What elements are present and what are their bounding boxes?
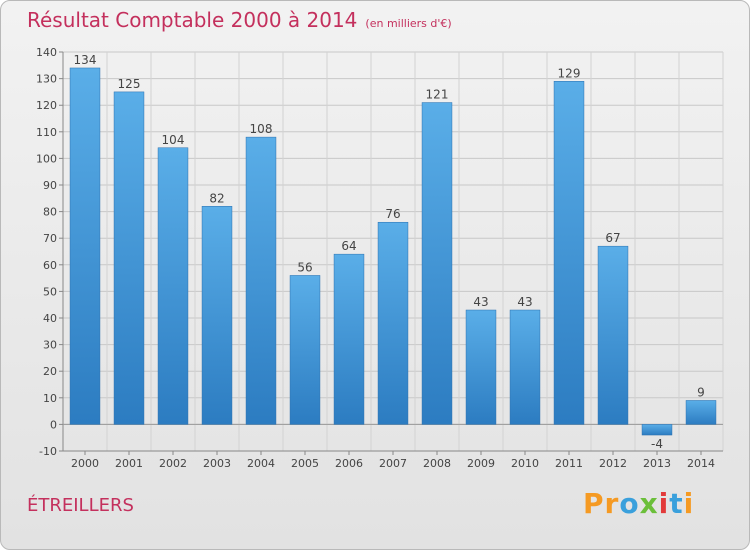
x-tick-label: 2011: [555, 457, 583, 470]
x-tick-label: 2002: [159, 457, 187, 470]
bar: [245, 136, 277, 425]
data-label: 76: [385, 207, 400, 221]
data-label: 134: [74, 53, 97, 67]
x-tick-label: 2008: [423, 457, 451, 470]
bar: [377, 221, 409, 425]
x-tick-label: 2005: [291, 457, 319, 470]
y-tick-label: 0: [50, 418, 57, 431]
y-tick-label: 10: [43, 392, 57, 405]
logo-letter: o: [619, 487, 640, 520]
y-tick-label: 50: [43, 285, 57, 298]
data-label: 108: [250, 122, 273, 136]
data-label: 64: [341, 239, 356, 253]
chart-title: Résultat Comptable 2000 à 2014 (en millie…: [27, 5, 452, 35]
x-tick-label: 2001: [115, 457, 143, 470]
y-tick-label: 60: [43, 259, 57, 272]
x-tick-label: 2013: [643, 457, 671, 470]
data-label: 56: [297, 260, 312, 274]
commune-name: ÉTREILLERS: [27, 495, 134, 516]
data-label: 43: [473, 295, 488, 309]
y-tick-label: 140: [36, 46, 57, 59]
chart-title-main: Résultat Comptable 2000 à 2014: [27, 8, 358, 32]
y-tick-label: 130: [36, 73, 57, 86]
x-tick-label: 2004: [247, 457, 275, 470]
logo-letter: i: [683, 487, 695, 520]
x-tick-label: 2012: [599, 457, 627, 470]
bars: [69, 67, 717, 436]
x-tick-label: 2006: [335, 457, 363, 470]
logo-letter: r: [604, 487, 620, 520]
y-tick-label: -10: [39, 445, 57, 458]
bar: [333, 253, 365, 425]
data-label: 43: [517, 295, 532, 309]
logo-letter: P: [583, 487, 605, 520]
data-label: -4: [651, 437, 663, 451]
y-tick-label: 20: [43, 365, 57, 378]
logo-letter: i: [658, 487, 670, 520]
x-tick-label: 2003: [203, 457, 231, 470]
data-label: 104: [162, 133, 185, 147]
bar: [465, 309, 497, 425]
data-label: 9: [697, 385, 705, 399]
y-tick-label: 90: [43, 179, 57, 192]
bar: [289, 275, 321, 425]
y-tick-label: 120: [36, 99, 57, 112]
bar: [113, 91, 145, 425]
y-tick-label: 30: [43, 339, 57, 352]
proxiti-logo: Proxiti: [583, 487, 694, 520]
logo-letter: t: [669, 487, 684, 520]
x-tick-label: 2014: [687, 457, 715, 470]
labels: -10 0 10 20 30 40 50 60 70 80 90 100 110 120 130 140 134…: [36, 46, 715, 470]
bar: [597, 245, 629, 425]
data-label: 82: [209, 191, 224, 205]
bar: [201, 206, 233, 425]
x-tick-label: 2010: [511, 457, 539, 470]
bar: [553, 81, 585, 425]
x-tick-label: 2009: [467, 457, 495, 470]
x-tick-label: 2007: [379, 457, 407, 470]
bar: [69, 67, 101, 425]
y-tick-label: 110: [36, 126, 57, 139]
chart-subtitle: (en milliers d'€): [365, 17, 452, 30]
data-label: 125: [118, 77, 141, 91]
bar: [641, 424, 673, 436]
y-tick-label: 100: [36, 152, 57, 165]
bar: [421, 102, 453, 425]
data-label: 121: [426, 88, 449, 102]
bar: [157, 147, 189, 425]
y-tick-label: 40: [43, 312, 57, 325]
bar: [685, 400, 717, 425]
data-label: 129: [558, 66, 581, 80]
data-label: 67: [605, 231, 620, 245]
bar: [509, 309, 541, 425]
x-tick-label: 2000: [71, 457, 99, 470]
logo-letter: x: [639, 487, 659, 520]
y-tick-label: 80: [43, 206, 57, 219]
y-tick-label: 70: [43, 232, 57, 245]
